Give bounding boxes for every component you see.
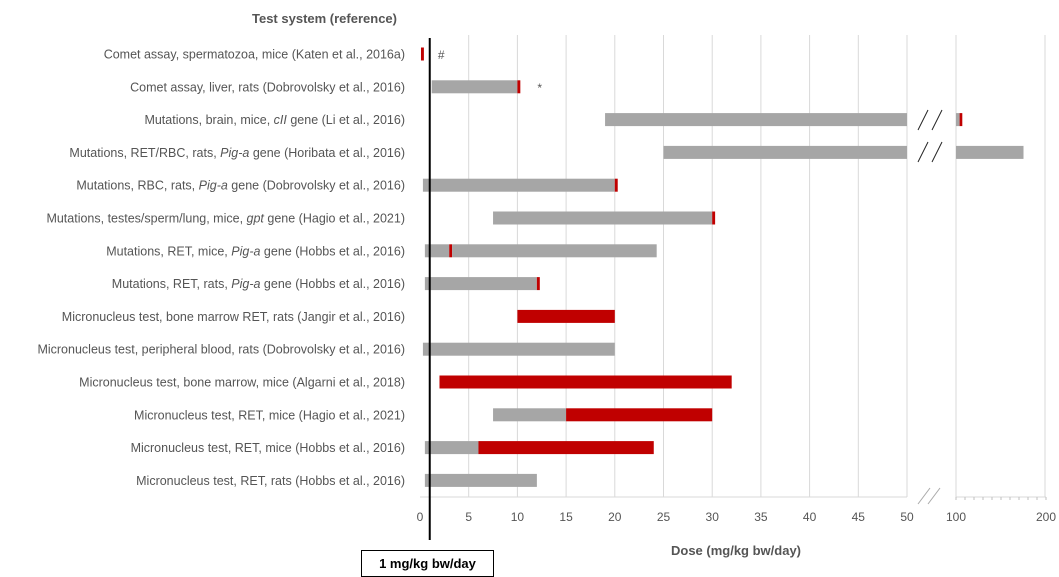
axis-break-marker [931,141,943,163]
x-tick-label: 20 [608,510,622,524]
x-tick-label: 50 [900,510,914,524]
row-label: Comet assay, spermatozoa, mice (Katen et… [104,48,405,62]
range-bar-gray [431,80,518,94]
x-tick-label: 15 [559,510,573,524]
range-bar-gray [493,211,713,225]
row-label: Micronucleus test, bone marrow, mice (Al… [79,376,405,390]
range-bar-red [566,408,713,422]
range-bar-gray [424,277,537,291]
x-tick-label: 100 [946,510,966,524]
x-tick-label: 40 [803,510,817,524]
range-bar-red [517,80,521,94]
range-bar-red [420,47,424,61]
range-bar-red [712,211,716,225]
row-label: Micronucleus test, RET, rats (Hobbs et a… [136,474,405,488]
row-label: Micronucleus test, bone marrow RET, rats… [62,310,405,324]
y-axis-heading: Test system (reference) [252,11,397,26]
row-label: Mutations, RBC, rats, Pig-a gene (Dobrov… [76,179,405,193]
x-tick-label: 25 [657,510,671,524]
range-bar-red [536,277,540,291]
range-bar-gray [956,113,960,127]
range-bar-red [449,244,453,258]
x-tick-label: 30 [706,510,720,524]
axis-break-marker [927,487,941,505]
row-label: Mutations, brain, mice, cII gene (Li et … [144,113,405,127]
axis-break-marker [917,141,929,163]
range-bar-red [959,113,963,127]
axis-break-marker [931,109,943,131]
reference-dose-label: 1 mg/kg bw/day [361,550,494,577]
x-tick-label: 35 [754,510,768,524]
range-bar-gray [424,441,479,455]
row-label: Mutations, RET/RBC, rats, Pig-a gene (Ho… [69,146,405,160]
x-tick-label: 5 [465,510,472,524]
range-bar-gray [493,408,567,422]
significance-annotation: # [438,48,445,62]
row-label: Comet assay, liver, rats (Dobrovolsky et… [130,80,405,94]
significance-annotation: * [537,81,542,95]
range-bar-gray [663,145,907,159]
range-bar-gray [605,113,907,127]
row-label: Micronucleus test, peripheral blood, rat… [37,343,405,357]
axis-break-marker [917,487,931,505]
range-bar-gray [422,342,615,356]
range-bar-red [478,441,654,455]
row-label: Micronucleus test, RET, mice (Hagio et a… [134,408,405,422]
range-bar-gray [452,244,657,258]
range-bar-gray [956,145,1024,159]
x-tick-label: 0 [417,510,424,524]
x-tick-label: 45 [852,510,866,524]
x-axis-title: Dose (mg/kg bw/day) [671,543,801,558]
row-label: Mutations, RET, rats, Pig-a gene (Hobbs … [112,277,405,291]
axis-break-marker [917,109,929,131]
range-bar-red [614,178,618,192]
x-tick-label: 10 [511,510,525,524]
row-label: Mutations, RET, mice, Pig-a gene (Hobbs … [106,244,405,258]
range-bar-gray [424,244,450,258]
x-tick-label: 200 [1036,510,1056,524]
row-label: Micronucleus test, RET, mice (Hobbs et a… [131,441,405,455]
range-bar-gray [422,178,615,192]
range-bar-red [517,309,615,323]
row-label: Mutations, testes/sperm/lung, mice, gpt … [46,212,405,226]
range-bar-gray [424,473,537,487]
range-bar-red [439,375,732,389]
